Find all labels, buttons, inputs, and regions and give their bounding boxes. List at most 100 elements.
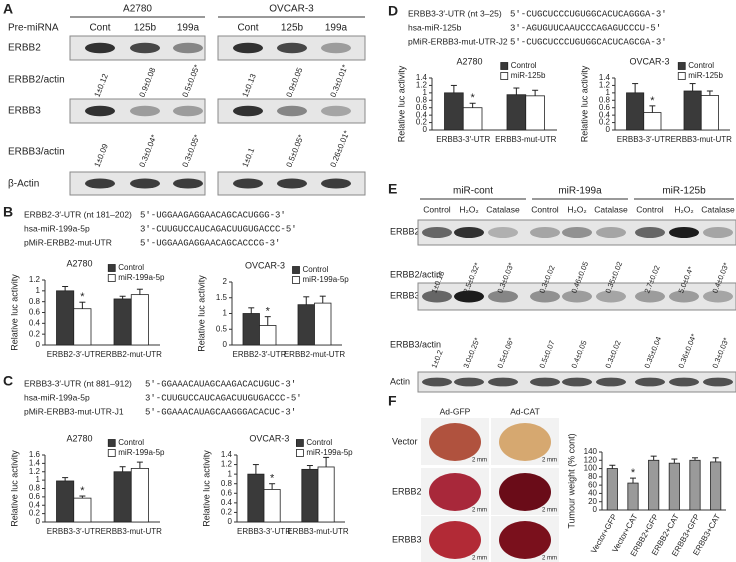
legend-label: miR-125b [511, 71, 546, 80]
chart-title: OVCAR-3 [249, 433, 289, 443]
band [422, 290, 452, 303]
row-label: ERBB2 [392, 486, 422, 496]
y-tick-label: 120 [584, 455, 598, 464]
seq-name: pMiR-ERBB3-mut-UTR-J2 [408, 36, 508, 46]
band [173, 178, 203, 189]
tumour [429, 473, 481, 511]
legend-swatch [677, 72, 686, 80]
ratio: 0.3±0.01* [328, 63, 349, 98]
bar [113, 298, 132, 346]
x-tick-label: ERBB3-3′-UTR [237, 527, 291, 536]
x-tick-label: ERBB2-3′-UTR [47, 350, 101, 359]
chart-title: A2780 [66, 433, 92, 443]
band [562, 377, 592, 387]
band [635, 290, 665, 303]
bar [242, 313, 260, 346]
scale-label: 2 mm [542, 458, 557, 464]
sequence: 5′-UGGAAGAGGAACAGCACCCG-3′ [140, 238, 280, 248]
y-tick-label: 0 [36, 517, 41, 526]
band [277, 42, 307, 54]
sequence: 5′-UGGAAGAGGAACAGCACUGGG-3′ [140, 210, 286, 220]
band [635, 227, 665, 238]
band [530, 377, 560, 387]
lane-label: Cont [89, 23, 110, 34]
lane-label: 199a [177, 23, 200, 34]
band [173, 105, 203, 117]
significance-marker: * [270, 473, 275, 485]
scale-label: 2 mm [472, 508, 487, 514]
row-label: ERBB2 [390, 226, 420, 236]
y-tick-label: 0.2 [221, 508, 233, 517]
bar [462, 107, 483, 131]
row-label: Actin [390, 376, 410, 386]
band [321, 178, 351, 189]
band [321, 42, 351, 54]
legend-swatch [107, 274, 116, 282]
lane-label: Catalase [701, 204, 735, 214]
sequence: 5′-GGAAACAUAGCAAGACACUGUC-3′ [145, 379, 296, 389]
band [130, 178, 160, 189]
ratio: 0.9±0.05 [284, 66, 304, 99]
y-tick-label: 0 [36, 340, 41, 349]
bar [643, 112, 662, 131]
legend-swatch [107, 449, 116, 457]
y-tick-label: 0.6 [221, 488, 233, 497]
y-tick-label: 1.6 [29, 450, 41, 459]
band [669, 227, 699, 238]
row-label: ERBB3/actin [8, 147, 65, 158]
sequence: 5′-CUGCUCCCUGUGGCACUCAGGGA-3′ [510, 9, 667, 19]
y-tick-label: 0.6 [29, 492, 41, 501]
panel-letter: C [3, 373, 13, 389]
y-tick-label: 1.4 [221, 450, 233, 459]
significance-marker: * [80, 291, 85, 303]
bar [627, 482, 639, 511]
ratio: 0.3±0.02 [603, 339, 622, 369]
seq-name: ERBB3-3′-UTR (nt 881–912) [24, 378, 132, 388]
band [233, 178, 263, 189]
band [562, 227, 592, 238]
significance-marker: * [80, 485, 85, 497]
legend-label: miR-125b [688, 71, 723, 80]
band [596, 290, 626, 303]
y-tick-label: 60 [588, 480, 597, 489]
band [85, 42, 115, 54]
y-tick-label: 1.2 [416, 81, 428, 90]
bar [130, 467, 149, 523]
tumour [429, 521, 481, 559]
band [233, 42, 263, 54]
row-label: ERBB3 [8, 106, 41, 117]
band [703, 377, 733, 387]
bar [710, 461, 722, 511]
chart-title: OVCAR-3 [245, 260, 285, 270]
bar [301, 468, 319, 523]
legend-swatch [500, 62, 509, 70]
bar [683, 90, 702, 131]
seq-name: ERBB2-3′-UTR (nt 181–202) [24, 209, 132, 219]
band [85, 105, 115, 117]
ratio: 1±0.1 [240, 146, 256, 168]
sequence: 3′-CUUGUCCAUCAGACUUGUGACCC-5′ [145, 393, 302, 403]
ratio: 1±0.12 [92, 72, 110, 99]
y-tick-label: 0.5 [216, 324, 228, 333]
band [530, 290, 560, 303]
ratio: 0.36±0.04* [676, 332, 698, 369]
x-tick-label: ERBB2-mut-UTR [284, 350, 346, 359]
y-tick-label: 40 [588, 489, 597, 498]
chart-title: A2780 [456, 56, 482, 66]
y-tick-label: 0.6 [416, 103, 428, 112]
y-tick-label: 0 [228, 517, 233, 526]
column-label: Ad-GFP [440, 406, 471, 416]
bar [130, 294, 149, 346]
y-tick-label: 1 [606, 88, 611, 97]
y-tick-label: 0.8 [599, 95, 611, 104]
ratio: 3.0±0.25* [461, 336, 481, 369]
row-label: ERBB2 [8, 43, 41, 54]
y-tick-label: 1 [423, 88, 428, 97]
band [85, 178, 115, 189]
ratio: 1±0.13 [240, 72, 258, 99]
bar [444, 92, 464, 131]
legend-label: miR-199a-5p [306, 448, 353, 457]
y-axis-label: Tumour weight (% cont) [566, 433, 576, 528]
band [130, 42, 160, 54]
